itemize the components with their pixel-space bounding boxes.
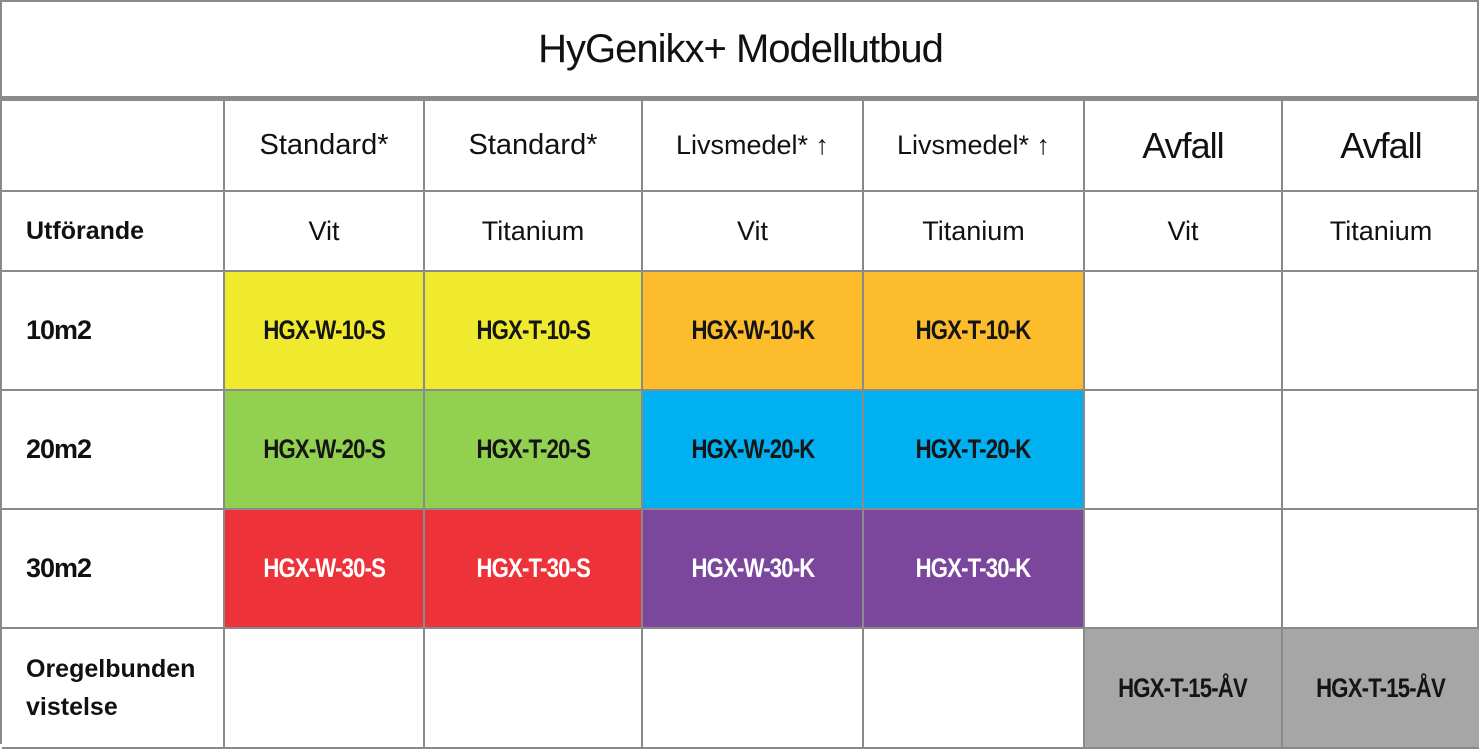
model-cell: HGX-T-20-S [423,389,643,510]
column-header-livsmedel-titanium: Livsmedel* ↑ [862,99,1085,192]
model-code: HGX-W-10-S [263,315,386,345]
column-header-avfall-titanium: Avfall [1281,99,1479,192]
model-code: HGX-T-10-S [476,315,590,345]
variant-cell: Titanium [1281,190,1479,272]
empty-cell [641,627,864,749]
model-cell: HGX-T-15-ÅV [1281,627,1479,749]
row-label-20m2: 20m2 [2,389,225,510]
empty-cell [1281,389,1479,510]
variant-cell: Vit [223,190,425,272]
model-cell: HGX-W-30-K [641,508,864,629]
table-row-10m2: 10m2 HGX-W-10-S HGX-T-10-S HGX-W-10-K HG… [2,270,1479,391]
row-label-irregular: Oregelbunden vistelse [2,627,225,749]
model-code: HGX-W-20-K [691,434,815,464]
variant-row: Utförande Vit Titanium Vit Titanium Vit … [2,190,1479,272]
model-table: Standard* Standard* Livsmedel* ↑ Livsmed… [2,99,1479,749]
table-row-30m2: 30m2 HGX-W-30-S HGX-T-30-S HGX-W-30-K HG… [2,508,1479,629]
empty-cell [1083,270,1283,391]
table-row-20m2: 20m2 HGX-W-20-S HGX-T-20-S HGX-W-20-K HG… [2,389,1479,510]
category-header-row: Standard* Standard* Livsmedel* ↑ Livsmed… [2,99,1479,192]
model-cell: HGX-T-20-K [862,389,1085,510]
variant-cell: Vit [1083,190,1283,272]
model-cell: HGX-T-30-K [862,508,1085,629]
variant-row-label: Utförande [2,190,225,272]
model-code: HGX-T-15-ÅV [1316,672,1447,703]
variant-cell: Titanium [423,190,643,272]
model-code: HGX-W-20-S [263,434,386,464]
column-header-standard-vit: Standard* [223,99,425,192]
row-label-line: vistelse [26,693,118,721]
model-cell: HGX-W-30-S [223,508,425,629]
empty-cell [862,627,1085,749]
empty-cell [1083,389,1283,510]
empty-cell [1083,508,1283,629]
corner-cell [2,99,225,192]
variant-cell: Titanium [862,190,1085,272]
model-cell: HGX-T-15-ÅV [1083,627,1283,749]
model-code: HGX-T-20-K [916,434,1032,464]
column-header-livsmedel-vit: Livsmedel* ↑ [641,99,864,192]
model-cell: HGX-T-10-S [423,270,643,391]
empty-cell [1281,270,1479,391]
row-label-line: Oregelbunden [26,655,196,683]
model-code: HGX-T-10-K [916,315,1032,345]
model-code: HGX-T-20-S [476,434,590,464]
empty-cell [1281,508,1479,629]
empty-cell [423,627,643,749]
page-title: HyGenikx+ Modellutbud [2,2,1479,99]
model-cell: HGX-W-20-S [223,389,425,510]
variant-cell: Vit [641,190,864,272]
table-row-irregular: Oregelbunden vistelse HGX-T-15-ÅV HGX-T-… [2,627,1479,749]
column-header-avfall-vit: Avfall [1083,99,1283,192]
model-code: HGX-T-30-K [916,553,1032,583]
model-code: HGX-T-30-S [476,553,590,583]
row-label-10m2: 10m2 [2,270,225,391]
model-cell: HGX-T-30-S [423,508,643,629]
model-code: HGX-T-15-ÅV [1118,672,1249,703]
model-cell: HGX-W-10-S [223,270,425,391]
empty-cell [223,627,425,749]
model-cell: HGX-T-10-K [862,270,1085,391]
model-code: HGX-W-30-K [691,553,815,583]
model-code: HGX-W-30-S [263,553,386,583]
model-code: HGX-W-10-K [691,315,815,345]
model-cell: HGX-W-10-K [641,270,864,391]
model-cell: HGX-W-20-K [641,389,864,510]
column-header-standard-titanium: Standard* [423,99,643,192]
row-label-30m2: 30m2 [2,508,225,629]
